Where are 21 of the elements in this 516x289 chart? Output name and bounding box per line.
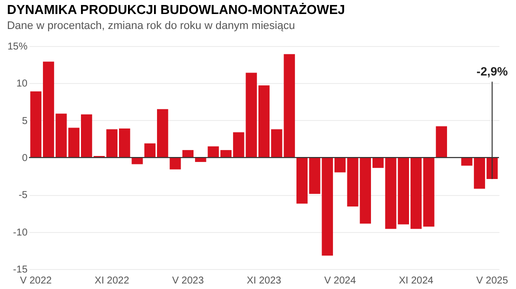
x-tick-label: XI 2023 xyxy=(246,276,282,286)
x-tick-label: V 2024 xyxy=(324,276,356,286)
y-tick-label: -5 xyxy=(18,190,28,202)
y-tick-label: 15% xyxy=(7,42,28,52)
y-tick-label: 0 xyxy=(22,153,28,164)
x-tick-label: XI 2024 xyxy=(398,276,434,286)
bar xyxy=(132,158,143,164)
bar xyxy=(182,150,194,158)
y-tick-label: 10 xyxy=(16,78,28,90)
y-tick-label: 5 xyxy=(22,116,28,127)
chart-title: DYNAMIKA PRODUKCJI BUDOWLANO-MONTAŻOWEJ xyxy=(6,2,345,17)
annotation: -2,9% xyxy=(476,64,508,79)
bar xyxy=(170,158,181,170)
x-tick-label: V 2023 xyxy=(172,276,204,286)
chart-subtitle: Dane w procentach, zmiana rok do roku w danym miesiącu xyxy=(6,20,295,32)
x-tick-label: XI 2022 xyxy=(94,276,130,286)
x-tick-label: V 2025 xyxy=(476,276,508,286)
y-tick-label: -10 xyxy=(13,227,28,238)
x-tick-label: V 2022 xyxy=(20,276,52,286)
bar xyxy=(436,126,448,158)
y-tick-label: -15 xyxy=(13,264,28,276)
